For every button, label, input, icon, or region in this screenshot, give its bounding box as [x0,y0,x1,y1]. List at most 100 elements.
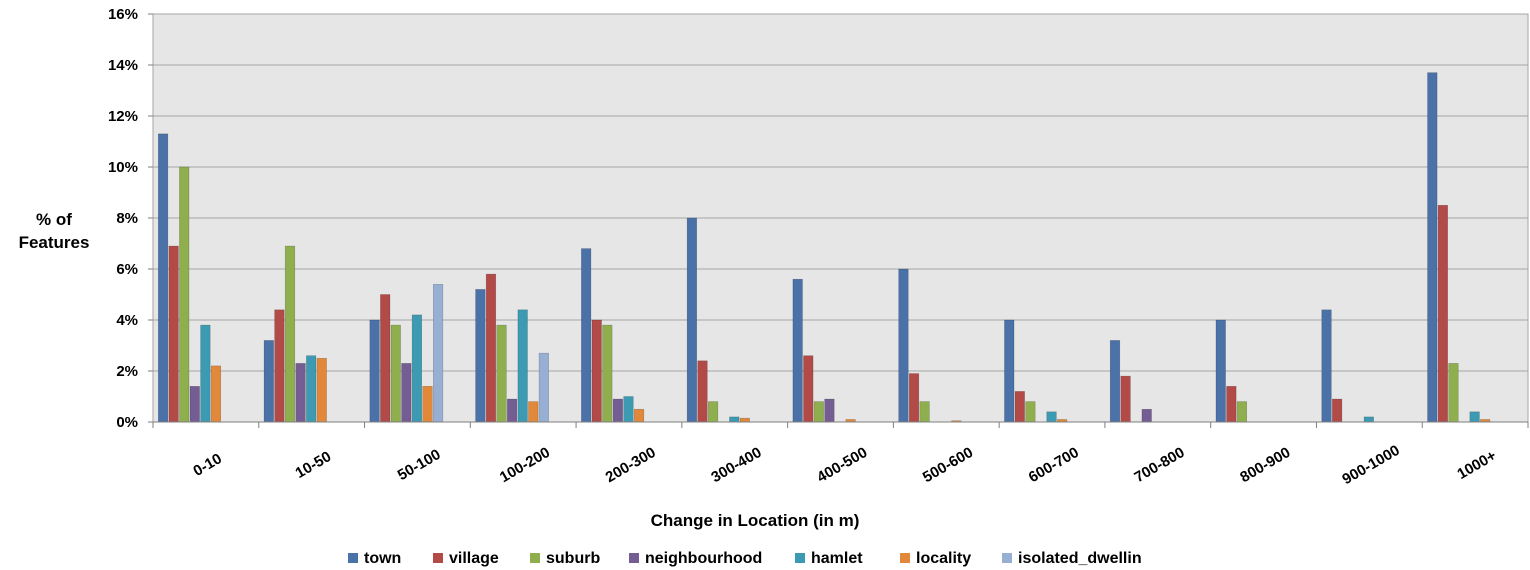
bar-village-700-800 [1120,375,1131,423]
bar-hamlet-1000+ [1469,411,1480,423]
y-tick-label: 16% [108,6,138,23]
bar-village-900-1000 [1332,398,1343,423]
legend-label-isolated_dwellin: isolated_dwellin [1018,550,1142,567]
bar-hamlet-0-10 [200,324,211,423]
bar-town-1000+ [1427,72,1438,423]
bar-town-300-400 [686,217,698,423]
bar-hamlet-200-300 [623,396,634,423]
bar-town-700-800 [1109,340,1121,423]
legend-label-neighbourhood: neighbourhood [645,550,762,567]
bar-village-800-900 [1226,385,1237,423]
bar-hamlet-10-50 [306,355,317,423]
x-tick-label: 600-700 [1026,444,1082,486]
bar-locality-10-50 [316,357,327,423]
bar-town-200-300 [581,248,592,423]
bar-suburb-300-400 [707,401,719,423]
legend-swatch-isolated_dwellin [1002,553,1012,563]
legend-label-town: town [364,550,401,567]
bar-town-100-200 [475,289,486,423]
bar-hamlet-600-700 [1046,411,1057,423]
legend-label-hamlet: hamlet [811,550,863,567]
x-tick-label: 800-900 [1237,444,1293,486]
bar-suburb-100-200 [496,324,507,423]
y-tick-label: 2% [116,363,138,380]
x-tick-marks [152,422,1529,428]
bar-town-800-900 [1215,319,1226,423]
legend-swatch-neighbourhood [629,553,639,563]
legend-swatch-locality [900,553,910,563]
bar-village-0-10 [168,245,179,423]
bar-hamlet-900-1000 [1363,416,1374,423]
y-tick-labels: 0% 2% 4% 6% 8% 10% 12% 14% 16% [108,6,138,431]
bar-neighbourhood-100-200 [507,398,518,423]
bar-town-50-100 [369,319,380,423]
bar-hamlet-50-100 [411,314,423,423]
x-tick-label: 900-1000 [1339,442,1402,488]
bar-village-100-200 [485,273,497,423]
x-tick-label: 300-400 [708,444,764,486]
bar-village-600-700 [1014,391,1025,423]
bar-suburb-50-100 [390,324,401,423]
bar-locality-0-10 [210,365,222,423]
bar-locality-200-300 [633,408,645,423]
legend-label-village: village [449,550,499,567]
bar-suburb-400-500 [813,401,824,423]
y-tick-label: 12% [108,108,138,125]
bar-locality-50-100 [422,385,433,423]
x-tick-label: 200-300 [603,444,659,486]
y-tick-label: 0% [116,414,138,431]
bar-isolated_dwellin-50-100 [432,283,444,423]
bar-locality-300-400 [739,417,750,423]
bar-neighbourhood-400-500 [824,398,835,423]
bar-suburb-800-900 [1236,401,1248,423]
y-tick-label: 6% [116,261,138,278]
legend-swatch-suburb [530,553,540,563]
bar-suburb-500-600 [919,401,930,423]
x-tick-label: 1000+ [1454,447,1499,483]
x-tick-label: 700-800 [1131,444,1187,486]
bar-village-400-500 [803,355,814,423]
y-axis-title-line-2: Features [19,233,90,252]
bar-village-500-600 [908,373,920,423]
bar-village-50-100 [380,294,391,423]
legend: town village suburb neighbourhood hamlet loca… [348,550,1142,567]
bar-town-10-50 [263,340,274,423]
bar-locality-100-200 [528,401,539,423]
bar-suburb-1000+ [1448,363,1459,423]
legend-swatch-town [348,553,358,563]
x-tick-labels: 0-10 10-50 50-100 100-200 200-300 300-400 400-… [190,442,1499,488]
bar-village-200-300 [591,319,602,423]
y-tick-label: 4% [116,312,138,329]
bar-hamlet-100-200 [517,309,528,423]
bar-village-1000+ [1437,204,1448,423]
bar-hamlet-300-400 [729,416,740,423]
y-tick-label: 10% [108,159,138,176]
bar-neighbourhood-700-800 [1141,408,1152,423]
y-axis-title-line-1: % of [36,210,72,229]
legend-label-suburb: suburb [546,550,600,567]
x-tick-label: 500-600 [920,444,976,486]
bar-isolated_dwellin-100-200 [538,352,549,423]
bar-neighbourhood-10-50 [295,363,306,423]
legend-swatch-village [433,553,443,563]
legend-label-locality: locality [916,550,971,567]
x-axis-title: Change in Location (in m) [651,511,860,530]
bar-village-300-400 [697,360,708,423]
x-tick-label: 0-10 [190,450,225,480]
bar-town-900-1000 [1321,309,1332,423]
y-tick-label: 14% [108,57,138,74]
x-tick-label: 10-50 [293,448,335,482]
x-tick-label: 400-500 [814,444,870,486]
bar-suburb-10-50 [284,245,296,423]
bar-neighbourhood-200-300 [612,398,623,423]
x-tick-label: 50-100 [395,446,444,484]
bar-town-600-700 [1004,319,1015,423]
bar-town-400-500 [792,278,803,423]
y-tick-label: 8% [116,210,138,227]
bar-suburb-0-10 [179,166,190,423]
bar-town-0-10 [157,133,169,423]
bar-village-10-50 [274,309,285,423]
bar-suburb-200-300 [602,324,613,423]
bar-town-500-600 [898,268,909,423]
